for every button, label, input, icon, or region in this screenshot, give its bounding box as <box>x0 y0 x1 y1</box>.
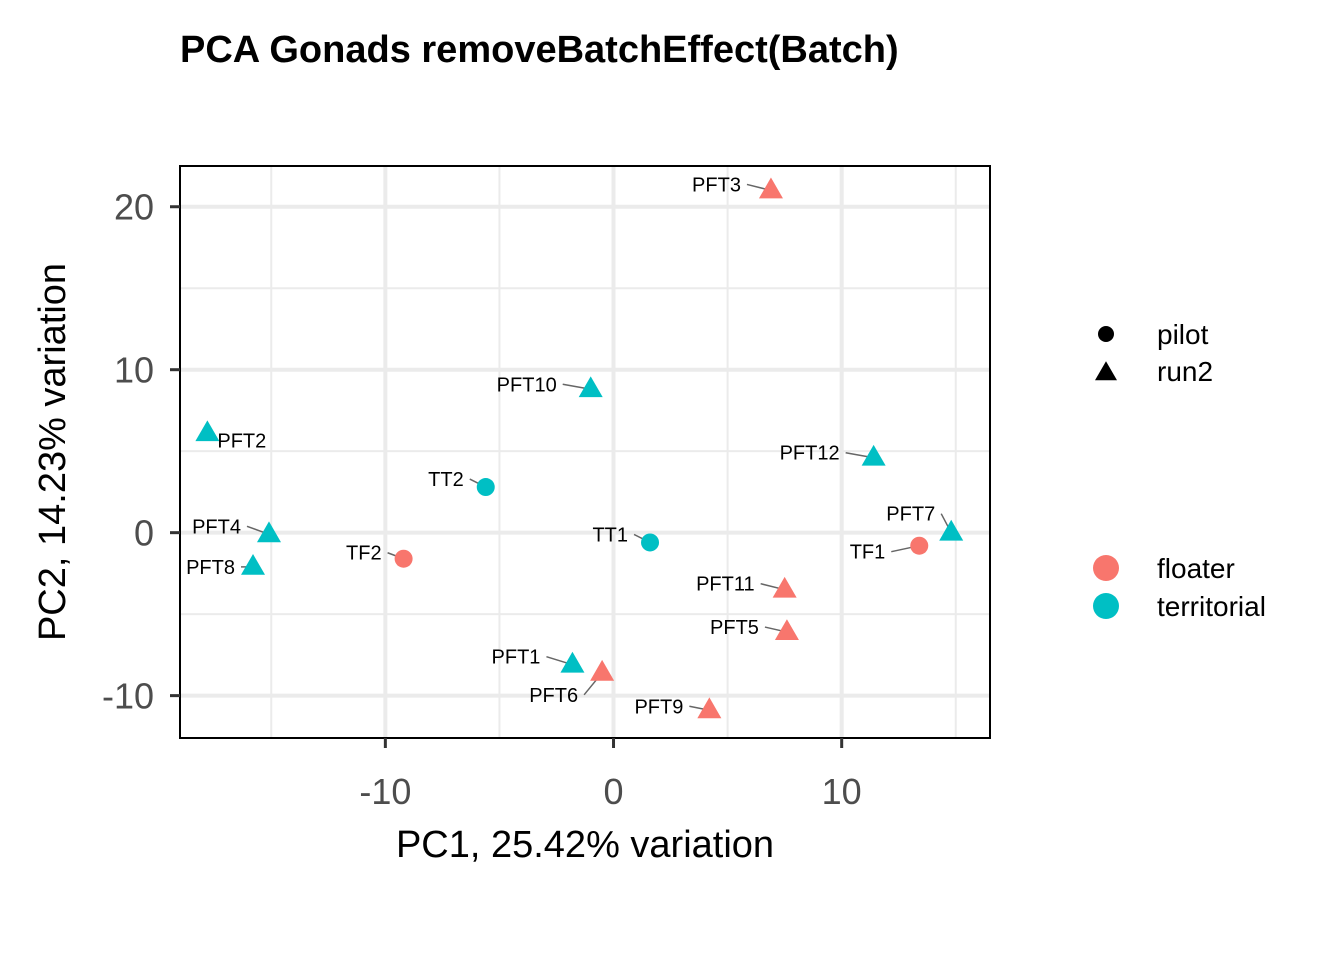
y-tick-label: -10 <box>102 676 154 717</box>
point-label: TF1 <box>850 542 886 564</box>
data-points <box>195 177 964 719</box>
point-label: PFT8 <box>186 557 235 579</box>
legend-shape: pilot run2 <box>1095 319 1213 387</box>
point-label: PFT2 <box>217 430 266 452</box>
legend-color: floater territorial <box>1093 553 1266 622</box>
data-point-triangle <box>241 554 266 575</box>
grid-major <box>180 166 990 738</box>
legend-key-triangle <box>1095 361 1117 381</box>
data-point-triangle <box>195 420 220 442</box>
x-tick-label: -10 <box>359 771 411 812</box>
plot-border <box>179 165 991 739</box>
legend-key-color <box>1093 555 1119 581</box>
legend-key-color <box>1093 593 1119 619</box>
point-label: PFT11 <box>696 574 755 596</box>
x-axis-title: PC1, 25.42% variation <box>396 824 774 866</box>
data-point-circle <box>476 478 495 497</box>
point-label: TF2 <box>346 543 382 565</box>
plot-area: PFT3 PFT10 PFT2 PFT12 TT2 PFT7 PFT4 TT1 TF1 TF2 PF… <box>179 165 991 739</box>
legend-key-circle <box>1098 326 1114 342</box>
y-axis: -10 0 10 20 <box>102 187 180 717</box>
data-point-triangle <box>697 697 722 719</box>
x-tick-label: 0 <box>604 771 624 812</box>
y-axis-title: PC2, 14.23% variation <box>32 263 74 641</box>
data-point-circle <box>641 533 660 552</box>
y-tick-label: 10 <box>114 350 154 391</box>
data-point-circle <box>394 549 413 568</box>
x-axis: -10 0 10 <box>359 738 862 812</box>
legend-label: pilot <box>1157 319 1209 350</box>
legend-label: floater <box>1157 553 1235 584</box>
data-point-triangle <box>560 651 585 673</box>
point-label: PFT6 <box>529 685 578 707</box>
data-point-triangle <box>578 376 603 398</box>
legend-label: territorial <box>1157 591 1266 622</box>
chart-title: PCA Gonads removeBatchEffect(Batch) <box>180 29 899 71</box>
data-point-triangle <box>939 519 964 541</box>
point-label: PFT3 <box>692 174 741 196</box>
data-point-triangle <box>256 521 281 543</box>
point-label: PFT4 <box>192 516 241 538</box>
grid-minor <box>180 166 990 738</box>
data-point-circle <box>910 536 929 555</box>
point-label: PFT9 <box>634 696 683 718</box>
data-point-triangle <box>590 659 615 681</box>
data-point-triangle <box>774 619 799 640</box>
point-labels: PFT3 PFT10 PFT2 PFT12 TT2 PFT7 PFT4 TT1 TF1 TF2 PF… <box>186 174 935 718</box>
data-point-triangle <box>758 177 783 199</box>
point-label: PFT1 <box>492 647 541 669</box>
point-label: PFT5 <box>710 617 759 639</box>
legend-label: run2 <box>1157 356 1213 387</box>
y-tick-label: 0 <box>134 513 154 554</box>
data-point-triangle <box>772 576 797 598</box>
point-label: PFT10 <box>497 374 557 396</box>
point-label: TT1 <box>592 524 628 546</box>
point-label: TT2 <box>428 469 464 491</box>
point-label: PFT7 <box>886 504 935 526</box>
y-tick-label: 20 <box>114 187 154 228</box>
point-label: PFT12 <box>780 443 840 465</box>
x-tick-label: 10 <box>822 771 862 812</box>
data-point-triangle <box>861 444 886 466</box>
